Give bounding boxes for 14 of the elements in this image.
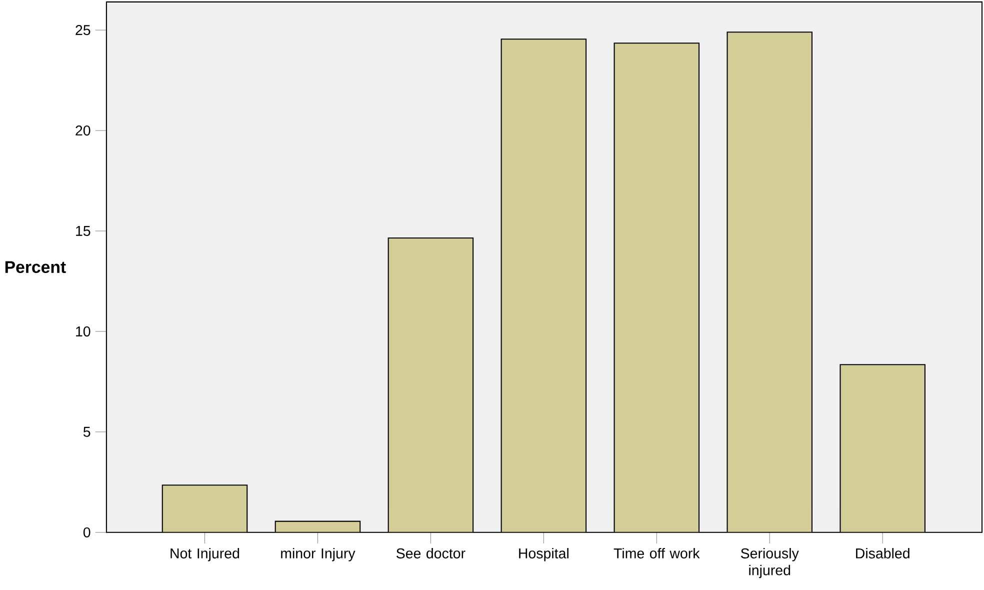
x-tick-label: Time off work [614, 548, 700, 559]
y-tick-label: 10 [76, 326, 90, 337]
y-tick-label: 15 [76, 226, 90, 236]
x-tick-label: Not Injured [170, 548, 240, 562]
x-tick-label: Disabled [856, 548, 910, 559]
x-tick-label: Hospital [519, 548, 568, 562]
y-tick-label: 0 [83, 527, 90, 538]
x-tick-label: Seriously injured [740, 548, 799, 578]
y-axis-title: Percent [5, 261, 66, 274]
y-tick-label: 25 [76, 25, 90, 36]
y-tick-label: 5 [83, 427, 90, 437]
x-tick-label: See doctor [396, 548, 466, 559]
x-tick-label: minor Injury [281, 548, 356, 562]
y-tick-label: 20 [76, 126, 90, 136]
